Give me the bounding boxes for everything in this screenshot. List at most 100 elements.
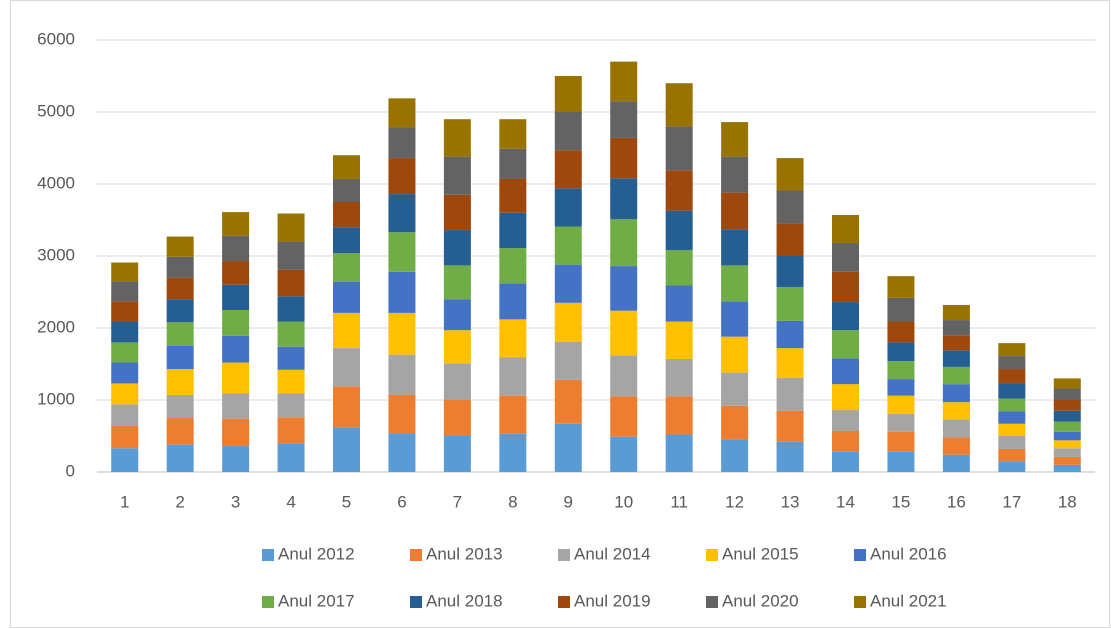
bar-segment — [665, 358, 693, 397]
bar-segment — [277, 417, 305, 444]
bar-segment — [721, 372, 749, 406]
bar-segment — [1053, 421, 1081, 432]
bar-segment — [222, 446, 250, 472]
bar-segment — [887, 276, 915, 298]
bar-segment — [832, 271, 859, 303]
bar-segment — [388, 127, 416, 159]
bar-segment — [443, 265, 471, 300]
bar-segment — [388, 354, 416, 395]
bar-segment — [776, 348, 804, 378]
bar-segment — [942, 402, 970, 420]
bar-segment — [942, 366, 970, 385]
bar-segment — [388, 394, 416, 434]
bar-segment — [499, 119, 527, 149]
bar-segment — [832, 330, 859, 359]
bar-segment — [277, 269, 305, 297]
legend-label: Anul 2015 — [722, 544, 799, 563]
bar-segment — [388, 194, 416, 233]
legend-swatch — [706, 549, 718, 561]
y-tick-label: 3000 — [37, 245, 75, 264]
bar-segment — [277, 213, 305, 242]
bar-segment — [832, 451, 859, 472]
bar-segment — [554, 188, 582, 227]
bar-segment — [499, 319, 527, 358]
y-tick-label: 1000 — [37, 389, 75, 408]
x-tick-label: 3 — [231, 492, 240, 511]
legend-label: Anul 2018 — [426, 591, 503, 610]
bar-segment — [443, 156, 471, 195]
legend-label: Anul 2012 — [278, 544, 355, 563]
bar-segment — [111, 321, 139, 343]
legend-label: Anul 2017 — [278, 591, 355, 610]
bar-segment — [499, 248, 527, 284]
bar-segment — [277, 393, 305, 418]
bar-segment — [610, 355, 638, 397]
legend-label: Anul 2016 — [870, 544, 947, 563]
bar-segment — [443, 330, 471, 364]
bar-segment — [942, 419, 970, 438]
bar-segment — [166, 322, 194, 346]
bar-segment — [499, 148, 527, 179]
bar-segment — [721, 301, 749, 337]
bar-segment — [887, 297, 915, 322]
bar-segment — [388, 312, 416, 355]
bar-segment — [776, 286, 804, 321]
legend-swatch — [262, 596, 274, 608]
bar-segment — [333, 312, 360, 349]
bar-segment — [887, 321, 915, 343]
bar-segment — [610, 101, 638, 138]
bar-segment — [887, 342, 915, 362]
bar-segment — [610, 310, 638, 356]
bar-segment — [721, 156, 749, 193]
bar-segment — [942, 335, 970, 351]
legend-swatch — [262, 549, 274, 561]
y-tick-label: 6000 — [37, 29, 75, 48]
bar-segment — [166, 277, 194, 300]
bar-segment — [776, 377, 804, 411]
bar-segment — [721, 265, 749, 302]
bar-segment — [942, 454, 970, 472]
x-tick-label: 5 — [342, 492, 351, 511]
bar-segment — [998, 423, 1026, 436]
bar-segment — [776, 158, 804, 191]
bar-segment — [887, 431, 915, 452]
bar-segment — [277, 346, 305, 370]
x-tick-label: 16 — [947, 492, 966, 511]
legend-label: Anul 2013 — [426, 544, 503, 563]
bar-segment — [665, 396, 693, 435]
x-tick-label: 13 — [781, 492, 800, 511]
bar-segment — [942, 437, 970, 455]
bar-segment — [998, 343, 1026, 357]
bar-segment — [665, 250, 693, 286]
x-tick-label: 12 — [725, 492, 744, 511]
bar-segment — [1053, 456, 1081, 465]
bar-segment — [443, 436, 471, 472]
bar-segment — [499, 395, 527, 434]
bar-segment — [887, 395, 915, 414]
y-tick-label: 5000 — [37, 101, 75, 120]
bar-segment — [111, 342, 139, 363]
bar-segment — [443, 194, 471, 231]
bar-segment — [942, 320, 970, 336]
bar-segment — [554, 302, 582, 342]
bar-segment — [610, 396, 638, 437]
x-tick-label: 11 — [670, 492, 688, 511]
bar-segment — [610, 137, 638, 179]
bar-segment — [333, 155, 360, 179]
x-tick-label: 15 — [891, 492, 910, 511]
legend-swatch — [410, 596, 422, 608]
bar-segment — [388, 433, 416, 472]
bar-segment — [665, 170, 693, 211]
bar-segment — [610, 178, 638, 220]
bar-segment — [887, 413, 915, 432]
bar-segment — [942, 350, 970, 367]
x-tick-label: 8 — [508, 492, 517, 511]
bar-segment — [222, 362, 250, 394]
bar-segment — [166, 236, 194, 257]
bar-segment — [111, 448, 139, 472]
bar-segment — [832, 302, 859, 331]
bar-segment — [443, 299, 471, 331]
x-tick-label: 2 — [175, 492, 184, 511]
x-tick-label: 18 — [1058, 492, 1077, 511]
bar-segment — [665, 434, 693, 472]
